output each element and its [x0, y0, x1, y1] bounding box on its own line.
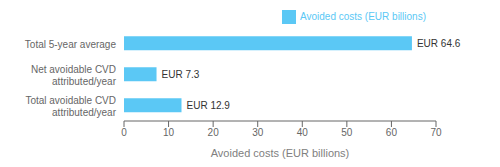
svg-text:60: 60 — [386, 127, 398, 138]
svg-text:0: 0 — [121, 127, 127, 138]
svg-text:Avoided costs (EUR billions): Avoided costs (EUR billions) — [211, 147, 350, 159]
svg-text:20: 20 — [208, 127, 220, 138]
svg-text:30: 30 — [252, 127, 264, 138]
svg-text:70: 70 — [430, 127, 442, 138]
svg-text:Net avoidable CVDattributed/ye: Net avoidable CVDattributed/year — [31, 63, 117, 86]
html-text:Avoided costs (EUR billions): Avoided costs (EUR billions) — [300, 10, 426, 22]
svg-text:10: 10 — [163, 127, 175, 138]
svg-text:EUR 12.9: EUR 12.9 — [186, 100, 230, 111]
svg-text:EUR 64.6: EUR 64.6 — [417, 38, 461, 49]
svg-text:40: 40 — [297, 127, 309, 138]
svg-text:Total 5-year average: Total 5-year average — [25, 38, 117, 49]
svg-text:Total avoidable CVDattributed/: Total avoidable CVDattributed/year — [25, 94, 116, 117]
svg-text:50: 50 — [341, 127, 353, 138]
svg-text:EUR 7.3: EUR 7.3 — [162, 69, 200, 80]
